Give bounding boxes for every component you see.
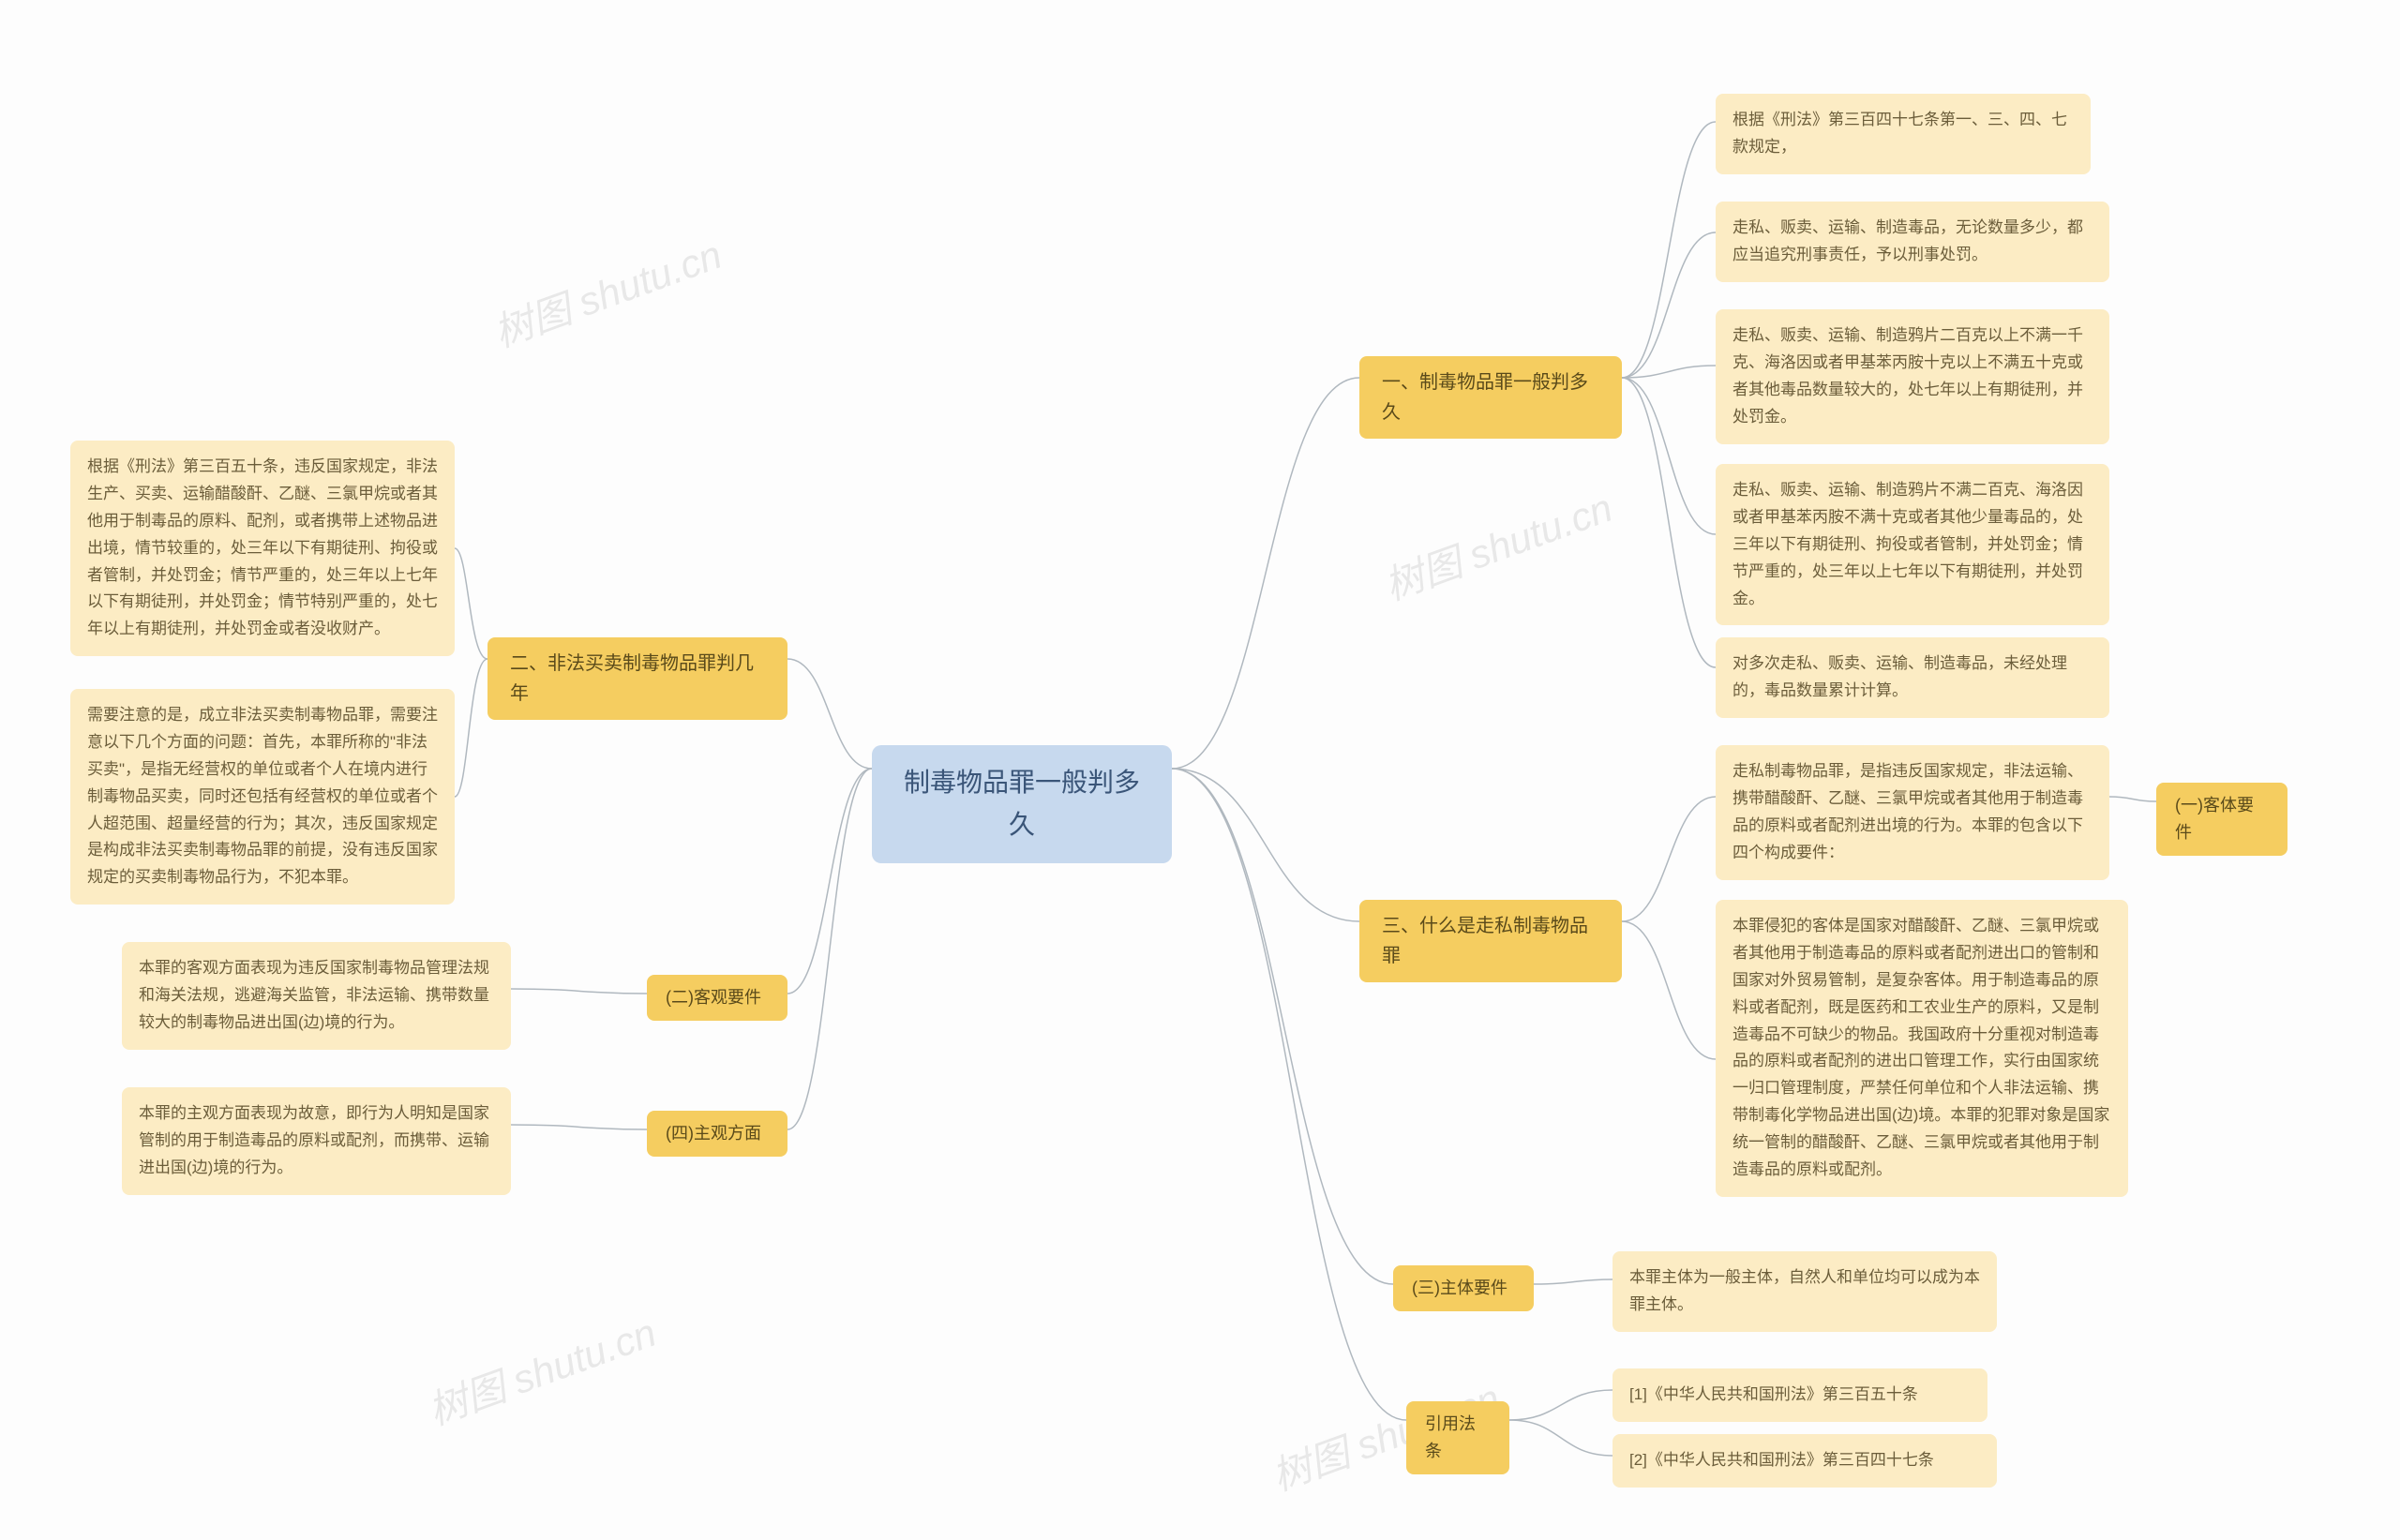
leaf-node: 本罪侵犯的客体是国家对醋酸酐、乙醚、三氯甲烷或者其他用于制造毒品的原料或者配剂进… [1716,900,2128,1197]
branch-sentence-duration[interactable]: 一、制毒物品罪一般判多久 [1359,356,1622,439]
leaf-node: 本罪主体为一般主体，自然人和单位均可以成为本罪主体。 [1612,1251,1997,1332]
watermark: 树图 shutu.cn [485,223,728,358]
watermark: 树图 shutu.cn [1375,476,1619,611]
sub-branch-objective-element[interactable]: (二)客观要件 [647,975,788,1021]
sub-branch-object-element[interactable]: (一)客体要件 [2156,783,2288,856]
leaf-node: 走私、贩卖、运输、制造毒品，无论数量多少，都应当追究刑事责任，予以刑事处罚。 [1716,202,2109,282]
leaf-node: 对多次走私、贩卖、运输、制造毒品，未经处理的，毒品数量累计计算。 [1716,637,2109,718]
leaf-node: 本罪的主观方面表现为故意，即行为人明知是国家管制的用于制造毒品的原料或配剂，而携… [122,1087,511,1195]
sub-branch-subjective-aspect[interactable]: (四)主观方面 [647,1111,788,1157]
branch-smuggling-definition[interactable]: 三、什么是走私制毒物品罪 [1359,900,1622,982]
leaf-node: 需要注意的是，成立非法买卖制毒物品罪，需要注意以下几个方面的问题：首先，本罪所称… [70,689,455,905]
leaf-node: [1]《中华人民共和国刑法》第三百五十条 [1612,1368,1988,1422]
sub-branch-subject-element[interactable]: (三)主体要件 [1393,1265,1534,1311]
leaf-node: 走私制毒物品罪，是指违反国家规定，非法运输、携带醋酸酐、乙醚、三氯甲烷或者其他用… [1716,745,2109,880]
branch-illegal-trade-sentence[interactable]: 二、非法买卖制毒物品罪判几年 [488,637,788,720]
leaf-node: 走私、贩卖、运输、制造鸦片不满二百克、海洛因或者甲基苯丙胺不满十克或者其他少量毒… [1716,464,2109,625]
root-node[interactable]: 制毒物品罪一般判多久 [872,745,1172,863]
leaf-node: 走私、贩卖、运输、制造鸦片二百克以上不满一千克、海洛因或者甲基苯丙胺十克以上不满… [1716,309,2109,444]
leaf-node: 本罪的客观方面表现为违反国家制毒物品管理法规和海关法规，逃避海关监管，非法运输、… [122,942,511,1050]
watermark: 树图 shutu.cn [419,1301,663,1436]
branch-citations[interactable]: 引用法条 [1406,1401,1509,1474]
leaf-node: 根据《刑法》第三百五十条，违反国家规定，非法生产、买卖、运输醋酸酐、乙醚、三氯甲… [70,441,455,656]
leaf-node: [2]《中华人民共和国刑法》第三百四十七条 [1612,1434,1997,1488]
leaf-node: 根据《刑法》第三百四十七条第一、三、四、七款规定， [1716,94,2091,174]
